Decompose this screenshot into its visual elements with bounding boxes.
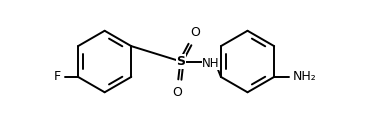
Text: O: O [190, 26, 200, 39]
Text: O: O [172, 86, 182, 99]
Text: NH: NH [202, 57, 220, 70]
Text: F: F [54, 70, 61, 83]
Text: S: S [177, 55, 185, 68]
Text: NH₂: NH₂ [293, 70, 316, 83]
